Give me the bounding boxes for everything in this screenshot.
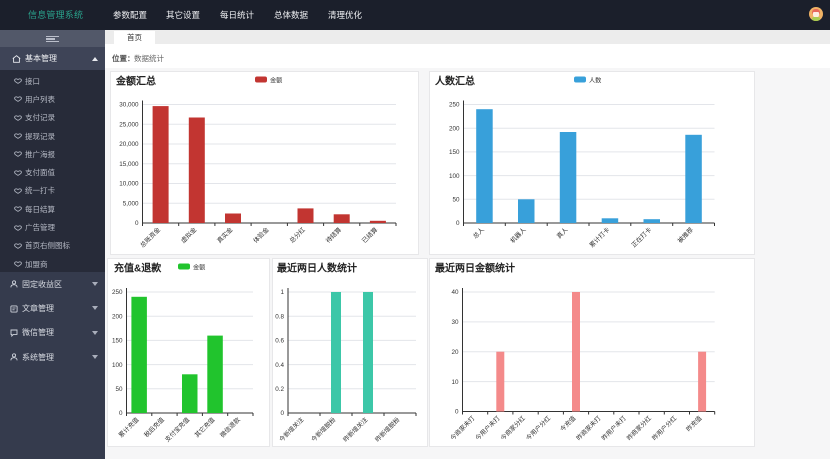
svg-text:人数: 人数 <box>589 77 602 85</box>
svg-text:正在打卡: 正在打卡 <box>629 225 653 249</box>
svg-text:150: 150 <box>449 149 460 156</box>
svg-text:0.4: 0.4 <box>275 362 284 369</box>
svg-text:1: 1 <box>280 289 284 296</box>
svg-text:25,000: 25,000 <box>119 122 139 129</box>
svg-text:0: 0 <box>280 410 284 417</box>
svg-text:昨新增脱粉: 昨新增脱粉 <box>373 415 402 444</box>
svg-text:250: 250 <box>112 289 123 296</box>
svg-text:200: 200 <box>112 313 123 320</box>
svg-text:250: 250 <box>449 102 460 109</box>
svg-text:最近两日人数统计: 最近两日人数统计 <box>277 262 357 275</box>
svg-text:200: 200 <box>449 125 460 132</box>
svg-text:金额: 金额 <box>193 264 206 272</box>
svg-text:累计充值: 累计充值 <box>116 415 141 440</box>
svg-text:真人: 真人 <box>554 225 570 241</box>
svg-text:最近两日金额统计: 最近两日金额统计 <box>435 262 515 275</box>
svg-text:0: 0 <box>135 220 139 227</box>
svg-text:0: 0 <box>456 220 460 227</box>
svg-text:总账资金: 总账资金 <box>138 225 163 250</box>
svg-text:昨商家分红: 昨商家分红 <box>624 413 653 442</box>
svg-text:20: 20 <box>451 349 459 356</box>
svg-text:其它充值: 其它充值 <box>192 415 217 440</box>
svg-text:人数汇总: 人数汇总 <box>435 75 475 88</box>
svg-text:机器人: 机器人 <box>508 225 528 245</box>
svg-text:金额汇总: 金额汇总 <box>115 75 156 88</box>
svg-text:今用户未打: 今用户未打 <box>473 413 502 442</box>
svg-text:150: 150 <box>112 338 123 345</box>
svg-text:15,000: 15,000 <box>119 161 139 168</box>
svg-text:10: 10 <box>451 379 459 386</box>
svg-text:今商家分红: 今商家分红 <box>498 413 527 442</box>
svg-text:5,000: 5,000 <box>123 200 139 207</box>
svg-text:今商家未打: 今商家未打 <box>448 413 477 442</box>
svg-text:昨用户分红: 昨用户分红 <box>650 413 679 442</box>
svg-text:总人: 总人 <box>471 225 487 241</box>
svg-text:40: 40 <box>451 289 459 296</box>
svg-text:微信退款: 微信退款 <box>218 415 243 440</box>
svg-text:税后充值: 税后充值 <box>142 415 167 440</box>
svg-text:0.8: 0.8 <box>275 313 284 320</box>
svg-text:被推荐: 被推荐 <box>675 225 695 245</box>
svg-text:0: 0 <box>119 410 123 417</box>
svg-text:今新增关注: 今新增关注 <box>277 415 306 444</box>
svg-text:昨用户未打: 昨用户未打 <box>599 413 628 442</box>
svg-text:0.2: 0.2 <box>275 386 284 393</box>
svg-text:昨商家未打: 昨商家未打 <box>574 413 603 442</box>
svg-text:金额: 金额 <box>270 77 283 85</box>
svg-text:昨充值: 昨充值 <box>684 413 704 433</box>
svg-text:真实金: 真实金 <box>215 225 235 245</box>
svg-text:30: 30 <box>451 319 459 326</box>
svg-text:20,000: 20,000 <box>119 141 139 148</box>
svg-text:100: 100 <box>449 173 460 180</box>
svg-text:支付宝充值: 支付宝充值 <box>163 415 192 444</box>
svg-text:30,000: 30,000 <box>119 102 139 109</box>
svg-text:10,000: 10,000 <box>119 181 139 188</box>
svg-text:今充值: 今充值 <box>558 413 578 433</box>
svg-text:虚拟金: 虚拟金 <box>178 225 198 245</box>
svg-text:50: 50 <box>452 197 460 204</box>
svg-text:已结算: 已结算 <box>360 225 380 245</box>
svg-text:总分红: 总分红 <box>287 225 307 245</box>
svg-text:100: 100 <box>112 362 123 369</box>
svg-text:0: 0 <box>455 409 459 416</box>
svg-text:0.6: 0.6 <box>275 338 284 345</box>
svg-text:体验金: 体验金 <box>251 225 271 245</box>
svg-text:今用户分红: 今用户分红 <box>524 413 553 442</box>
svg-text:累计打卡: 累计打卡 <box>587 225 611 249</box>
svg-text:充值&退款: 充值&退款 <box>114 262 162 275</box>
svg-text:50: 50 <box>115 386 123 393</box>
svg-text:待结算: 待结算 <box>323 225 343 245</box>
svg-text:今新增脱粉: 今新增脱粉 <box>309 415 338 444</box>
svg-text:昨新增关注: 昨新增关注 <box>341 415 370 444</box>
